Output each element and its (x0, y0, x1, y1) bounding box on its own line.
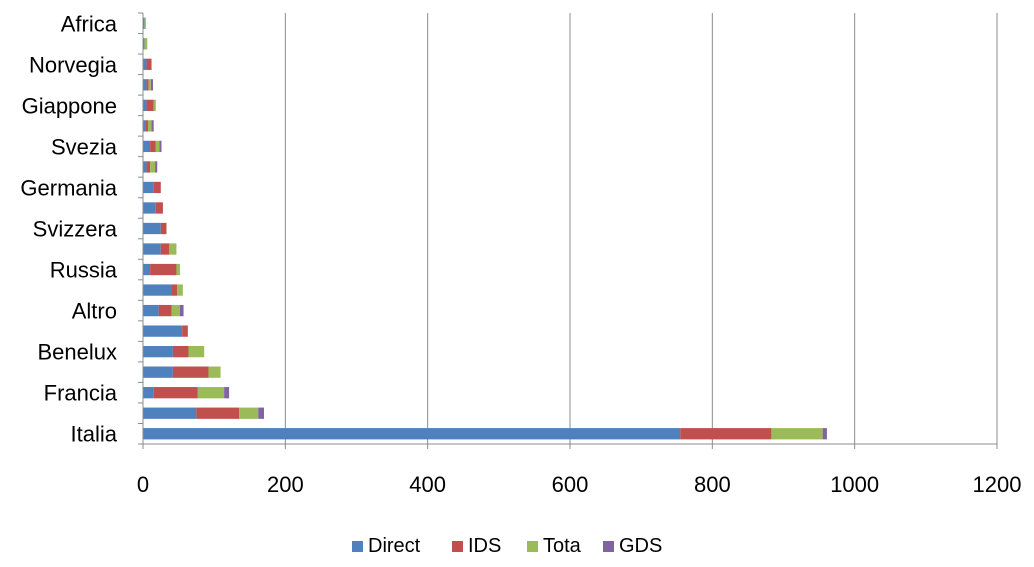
bars (143, 17, 827, 440)
bar-ids-1 (196, 407, 240, 419)
bar-direct-16 (143, 99, 147, 112)
bar-tota-6 (171, 304, 181, 317)
bar-direct-17 (143, 79, 147, 91)
bar-tota-8 (176, 263, 181, 276)
bar-direct-19 (143, 38, 145, 50)
bar-ids-6 (158, 304, 172, 317)
bar-direct-13 (143, 161, 147, 173)
bar-tota-20 (144, 17, 146, 29)
legend: Direct IDS Tota GDS (352, 535, 662, 557)
x-tick-label-5: 1000 (830, 472, 879, 497)
bar-ids-7 (171, 284, 178, 296)
bar-direct-18 (143, 58, 147, 70)
bar-ids-16 (146, 99, 154, 112)
bar-direct-2 (143, 387, 154, 399)
bar-ids-12 (153, 181, 161, 194)
bar-tota-3 (208, 366, 221, 378)
category-label-norvegia: Norvegia (29, 52, 118, 77)
bar-ids-3 (172, 366, 209, 378)
bar-tota-14 (155, 140, 160, 153)
bar-ids-15 (145, 120, 148, 132)
x-tick-label-0: 0 (137, 472, 149, 497)
legend-swatch-tota (527, 541, 538, 552)
bar-gds-0 (822, 428, 827, 440)
bar-ids-0 (680, 428, 772, 440)
bar-gds-1 (258, 407, 264, 419)
bar-tota-0 (771, 428, 823, 440)
bar-ids-2 (153, 387, 198, 399)
bar-direct-6 (143, 304, 159, 317)
bar-ids-17 (146, 79, 149, 91)
bar-direct-3 (143, 366, 173, 378)
bar-direct-14 (143, 140, 151, 153)
bar-direct-0 (143, 428, 681, 440)
bar-direct-11 (143, 202, 156, 214)
bar-direct-8 (143, 263, 151, 276)
legend-swatch-direct (352, 541, 363, 552)
legend-label-direct: Direct (368, 535, 421, 557)
category-label-svezia: Svezia (51, 134, 118, 159)
bar-ids-18 (146, 58, 152, 70)
bar-tota-1 (239, 407, 259, 419)
category-label-francia: Francia (44, 381, 118, 406)
bar-ids-8 (150, 263, 177, 276)
category-label-italia: Italia (71, 422, 118, 447)
bar-tota-7 (177, 284, 183, 296)
legend-label-gds: GDS (619, 535, 662, 557)
category-label-africa: Africa (61, 11, 118, 36)
category-label-altro: Altro (72, 299, 117, 324)
bar-direct-12 (143, 181, 154, 194)
bar-direct-4 (143, 345, 173, 358)
bar-gds-15 (151, 120, 154, 132)
x-tick-label-4: 800 (694, 472, 731, 497)
axes (138, 12, 998, 449)
bar-tota-15 (147, 120, 152, 132)
bar-ids-5 (182, 325, 188, 337)
bar-direct-20 (143, 17, 145, 29)
gridlines (284, 13, 998, 444)
bar-ids-14 (150, 140, 156, 153)
bar-gds-6 (180, 304, 184, 317)
x-tick-label-1: 200 (267, 472, 304, 497)
bar-direct-1 (143, 407, 197, 419)
category-label-russia: Russia (50, 258, 118, 283)
bar-tota-19 (144, 38, 148, 50)
bar-ids-11 (155, 202, 163, 214)
bar-tota-4 (188, 345, 205, 358)
bar-direct-15 (143, 120, 146, 132)
x-tick-label-6: 1200 (973, 472, 1022, 497)
bar-direct-10 (143, 222, 161, 235)
bar-gds-17 (150, 79, 153, 91)
x-tick-label-3: 600 (552, 472, 589, 497)
category-label-svizzera: Svizzera (33, 217, 118, 242)
bar-ids-13 (146, 161, 151, 173)
bar-tota-13 (150, 161, 156, 173)
bar-tota-16 (153, 99, 156, 112)
legend-label-tota: Tota (543, 535, 582, 557)
x-tick-labels: 0 200 400 600 800 1000 1200 (137, 472, 1022, 497)
legend-swatch-ids (452, 541, 463, 552)
x-tick-label-2: 400 (409, 472, 446, 497)
category-label-benelux: Benelux (37, 340, 117, 365)
bar-ids-4 (172, 345, 189, 358)
bar-direct-7 (143, 284, 172, 296)
bar-ids-10 (160, 222, 167, 235)
bar-gds-14 (159, 140, 162, 153)
category-labels: Italia Francia Benelux Altro Russia Svizzera G… (20, 11, 117, 446)
bar-tota-17 (148, 79, 151, 91)
bar-tota-2 (197, 387, 225, 399)
category-label-germania: Germania (20, 175, 117, 200)
bar-ids-9 (160, 243, 170, 255)
category-label-giappone: Giappone (22, 93, 117, 118)
bar-direct-5 (143, 325, 183, 337)
bar-tota-9 (169, 243, 177, 255)
bar-gds-2 (224, 387, 230, 399)
bar-direct-9 (143, 243, 161, 255)
bar-gds-13 (155, 161, 158, 173)
legend-swatch-gds (603, 541, 614, 552)
legend-label-ids: IDS (468, 535, 501, 557)
